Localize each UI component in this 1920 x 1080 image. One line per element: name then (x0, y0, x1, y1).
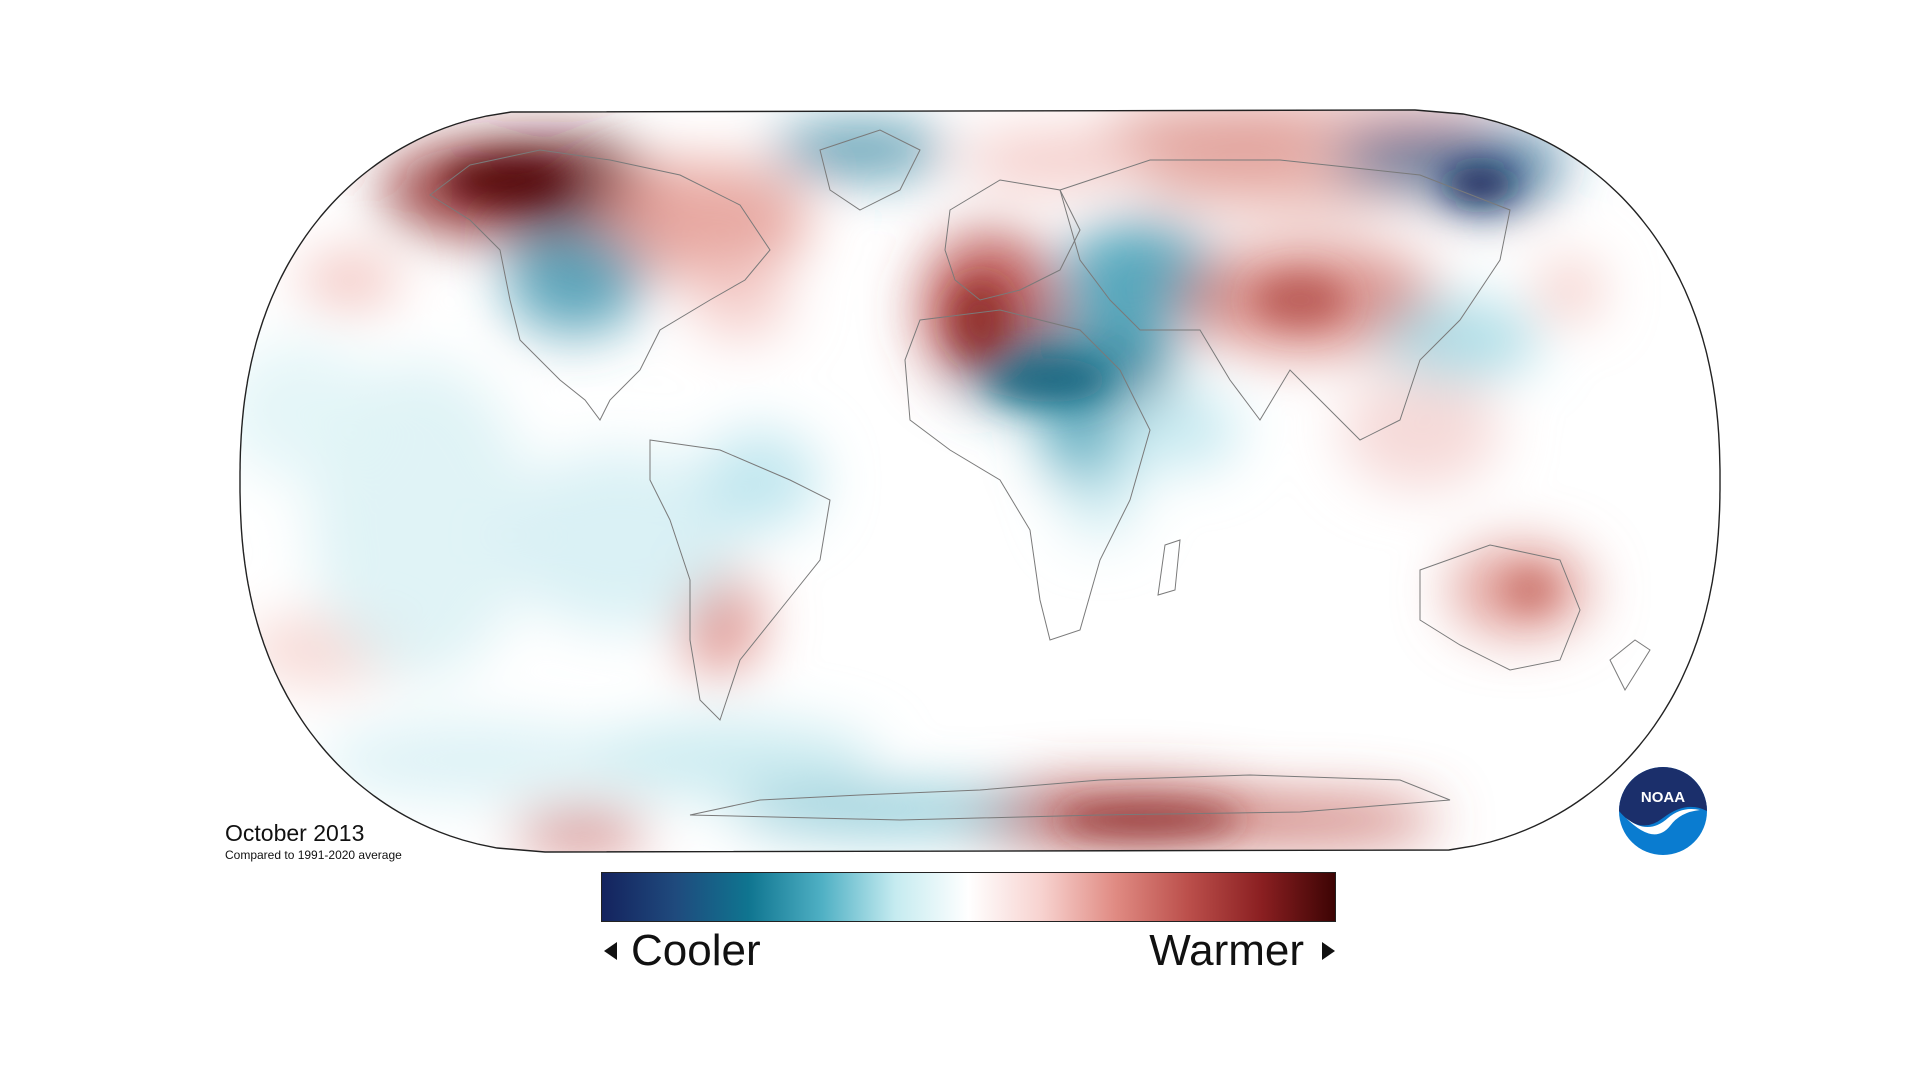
noaa-logo-icon: NOAA (1618, 766, 1708, 856)
anomaly-region (700, 430, 820, 530)
map-subtitle: Compared to 1991-2020 average (225, 848, 402, 862)
legend-warmer-label: Warmer (1149, 926, 1304, 976)
anomaly-region (1100, 105, 1500, 135)
left-arrow-icon (604, 942, 617, 960)
legend-warmer: Warmer (1149, 926, 1335, 976)
anomaly-region (1540, 260, 1600, 320)
anomaly-core (1255, 275, 1345, 325)
anomaly-core (1060, 805, 1240, 835)
anomaly-region (690, 260, 790, 340)
anomaly-region (1120, 390, 1240, 470)
legend-cooler: Cooler (604, 926, 761, 976)
legend-cooler-label: Cooler (631, 926, 761, 976)
right-arrow-icon (1322, 942, 1335, 960)
anomaly-core (950, 280, 1010, 360)
anomaly-region (1380, 300, 1540, 380)
anomaly-region (580, 720, 880, 800)
anomaly-region (320, 720, 620, 800)
anomaly-core (990, 358, 1110, 402)
anomaly-region (960, 130, 1140, 190)
noaa-logo-text: NOAA (1641, 789, 1685, 806)
colorbar (601, 872, 1336, 922)
anomaly-region (300, 255, 400, 305)
anomaly-region (505, 225, 645, 335)
anomaly-core (445, 160, 565, 200)
anomaly-core (1445, 167, 1515, 203)
anomaly-region (1040, 400, 1120, 480)
map-title: October 2013 (225, 820, 364, 847)
anomaly-core (1505, 570, 1555, 610)
anomaly-region (770, 125, 950, 175)
anomaly-region (510, 812, 650, 848)
anomaly-region (1340, 370, 1500, 490)
